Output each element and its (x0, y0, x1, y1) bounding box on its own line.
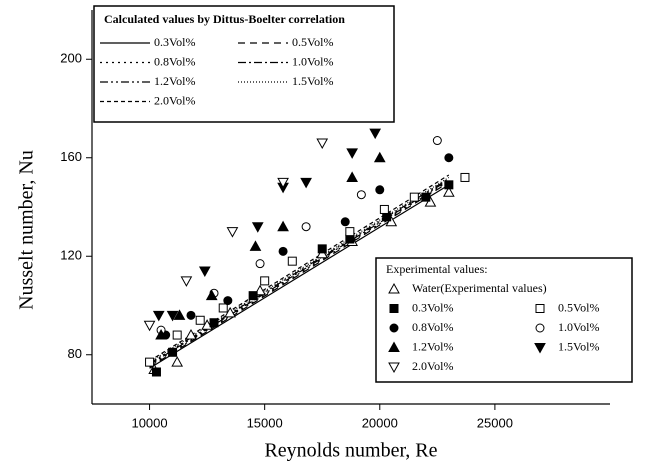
data-point (345, 227, 355, 237)
data-point (316, 138, 329, 150)
data-point (152, 310, 165, 322)
x-tick-label: 20000 (362, 415, 398, 430)
data-point (346, 171, 359, 182)
legend-label: 0.8Vol% (154, 54, 195, 68)
y-tick-label: 160 (60, 149, 82, 164)
data-point (379, 204, 389, 214)
legend-label: 1.5Vol% (292, 74, 333, 88)
legend-marker (534, 343, 546, 354)
data-point (373, 151, 386, 163)
data-point (432, 136, 442, 146)
legend-label: 1.2Vol% (412, 339, 453, 353)
data-point (255, 259, 265, 269)
data-point (460, 172, 470, 182)
data-point (301, 222, 311, 232)
legend-label: 0.3Vol% (154, 35, 195, 49)
legend-label: 1.0Vol% (558, 320, 599, 334)
data-point (186, 310, 196, 320)
y-tick-label: 80 (68, 346, 82, 361)
data-point (198, 266, 211, 278)
data-point (375, 185, 385, 195)
data-point (226, 227, 239, 238)
data-point (442, 186, 455, 197)
data-point (317, 244, 327, 254)
legend-title: Experimental values: (386, 262, 488, 276)
data-point (223, 296, 233, 306)
data-point (345, 234, 355, 244)
data-point (172, 330, 182, 340)
calc-line (149, 180, 450, 367)
legend-marker (389, 323, 399, 333)
data-point (205, 289, 218, 301)
data-point (151, 367, 161, 377)
y-tick-label: 120 (60, 248, 82, 263)
data-point (382, 212, 392, 222)
data-point (421, 192, 431, 202)
legend-marker (389, 304, 399, 313)
data-point (444, 180, 454, 190)
calc-line (149, 179, 450, 366)
y-tick-label: 200 (60, 51, 82, 66)
legend-title: Calculated values by Dittus-Boelter corr… (104, 12, 345, 26)
data-point (195, 315, 205, 325)
data-point (346, 148, 359, 159)
legend-label: 2.0Vol% (412, 359, 453, 373)
legend-label: 0.5Vol% (558, 300, 599, 314)
legend-label: Water(Experimental values) (412, 281, 547, 295)
data-point (300, 177, 312, 189)
data-point (409, 192, 419, 202)
legend-box (375, 257, 633, 383)
data-point (168, 347, 178, 357)
data-point (185, 329, 197, 340)
data-point (166, 310, 179, 322)
legend-label: 1.2Vol% (154, 74, 195, 88)
data-point (251, 222, 264, 233)
legend-label: 2.0Vol% (154, 93, 195, 107)
data-point (173, 309, 186, 320)
x-tick-label: 25000 (477, 415, 513, 430)
calc-line (149, 184, 450, 369)
legend-marker (388, 341, 400, 352)
legend-label: 0.5Vol% (292, 35, 333, 49)
legend-box (93, 5, 395, 123)
data-point (209, 318, 219, 328)
legend-marker (535, 323, 545, 333)
data-point (287, 256, 297, 266)
data-point (155, 329, 167, 340)
legend-label: 1.5Vol% (558, 339, 599, 353)
data-point (143, 320, 156, 332)
data-point (278, 246, 288, 256)
data-point (180, 276, 193, 287)
x-axis-label: Reynolds number, Re (264, 440, 437, 462)
data-point (260, 276, 270, 286)
data-point (277, 220, 289, 232)
x-tick-label: 15000 (247, 415, 283, 430)
legend-marker (535, 304, 545, 313)
y-axis-label: Nusselt number, Nu (16, 150, 38, 310)
data-point (171, 356, 184, 367)
calc-line (149, 178, 450, 364)
legend-marker (388, 282, 400, 294)
data-point (248, 291, 258, 301)
calc-line (149, 174, 450, 362)
data-point (356, 190, 366, 200)
data-point (340, 217, 350, 227)
data-point (145, 357, 155, 367)
calc-line (149, 181, 450, 368)
legend-label: 0.3Vol% (412, 300, 453, 314)
legend-label: 0.8Vol% (412, 320, 453, 334)
legend-marker (388, 362, 400, 374)
data-point (444, 153, 454, 163)
x-tick-label: 10000 (131, 415, 167, 430)
data-point (277, 177, 289, 189)
data-point (218, 303, 228, 313)
data-point (249, 240, 262, 251)
legend-label: 1.0Vol% (292, 54, 333, 68)
data-point (369, 128, 382, 140)
